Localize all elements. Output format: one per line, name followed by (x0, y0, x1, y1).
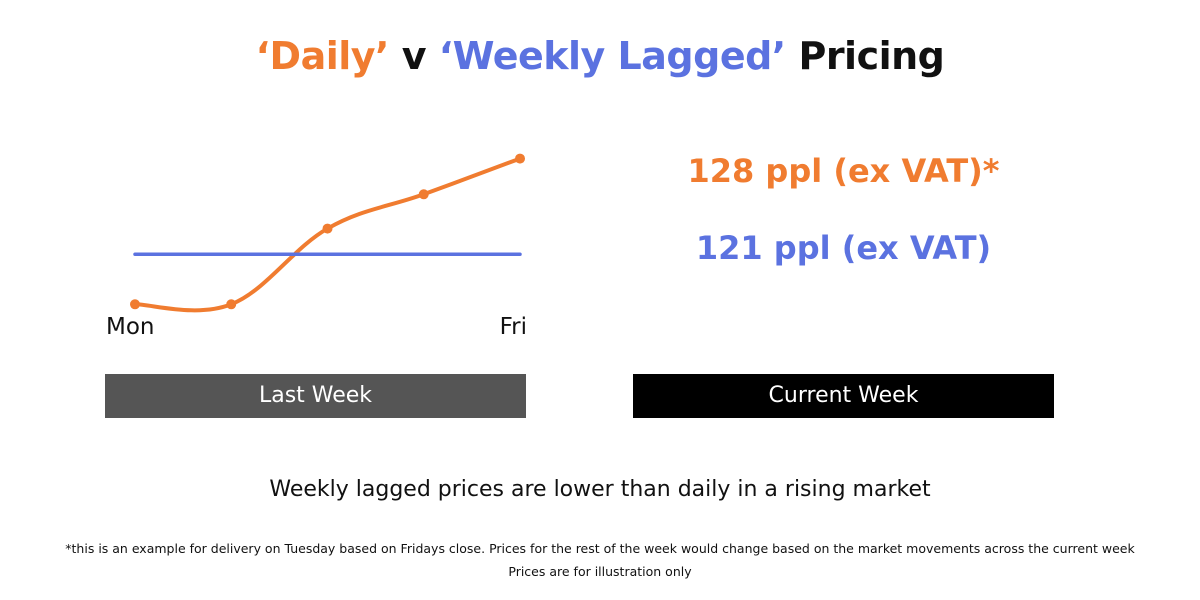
daily-point-thu (418, 189, 429, 200)
daily-price-line (133, 156, 522, 313)
footnote-example: *this is an example for delivery on Tues… (65, 541, 1135, 556)
daily-point-wed (322, 223, 333, 234)
title-weekly-lagged: ‘Weekly Lagged’ (438, 34, 787, 78)
price-line-chart: Mon Fri (106, 153, 527, 340)
title-versus: v (388, 34, 439, 78)
daily-price-value: 128 ppl (ex VAT)* (687, 152, 1000, 190)
footnote-illustration: Prices are for illustration only (508, 564, 692, 579)
daily-point-mon (130, 299, 140, 310)
x-tick-label-fri: Fri (500, 314, 527, 340)
daily-points (130, 153, 525, 310)
weekly-price-value: 121 ppl (ex VAT) (695, 229, 992, 267)
daily-point-tue (226, 299, 237, 310)
page-title: ‘Daily’ v ‘Weekly Lagged’ Pricing (0, 34, 1200, 78)
current-week-bar: Current Week (633, 374, 1054, 418)
title-pricing: Pricing (785, 34, 945, 78)
x-tick-label-mon: Mon (106, 314, 155, 340)
chart-caption: Weekly lagged prices are lower than dail… (269, 477, 931, 502)
daily-point-fri (515, 153, 525, 164)
last-week-bar: Last Week (105, 374, 526, 418)
title-daily: ‘Daily’ (255, 34, 390, 78)
